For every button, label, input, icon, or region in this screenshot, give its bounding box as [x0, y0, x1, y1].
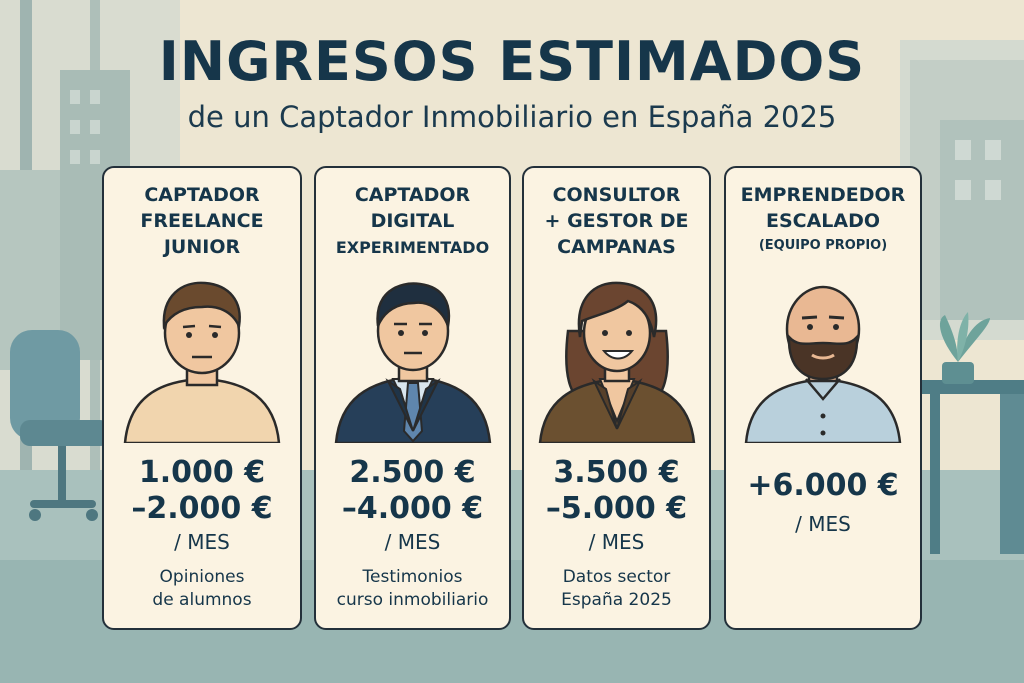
source-note: Datos sector España 2025 [524, 566, 709, 612]
card-title-sub: (EQUIPO PROPIO) [758, 238, 888, 253]
income-max: –5.000 € [545, 491, 688, 526]
source-note: Testimonios curso inmobiliario [316, 566, 509, 612]
income-period: / MES [795, 512, 851, 536]
income-min: +6.000 € [747, 468, 899, 503]
card-title-line: EXPERIMENTADO [335, 238, 490, 257]
income-min: 2.500 € [349, 455, 476, 490]
card-title: CONSULTOR + GESTOR DE CAMPANAS [528, 182, 705, 260]
card-title-line: + GESTOR DE [544, 210, 689, 232]
card-title-line: CAPTADOR [144, 184, 260, 206]
income-max: –4.000 € [341, 491, 484, 526]
card-title: EMPRENDEDOR ESCALADO (EQUIPO PROPIO) [730, 182, 916, 258]
source-note-line: Testimonios [362, 567, 463, 587]
income-range: 3.500 € –5.000 € [524, 455, 709, 527]
income-card-digital-experimentado: CAPTADOR DIGITAL EXPERIMENTADO 2.500 € –… [314, 166, 511, 630]
source-note-line: Opiniones [159, 567, 245, 587]
man-suit-tie-icon [334, 282, 491, 443]
income-max: –2.000 € [131, 491, 273, 526]
source-note: Opiniones de alumnos [104, 566, 300, 612]
source-note-line: España 2025 [561, 590, 672, 610]
income-period: / MES [588, 530, 645, 554]
card-title-line: CAPTADOR [354, 184, 471, 206]
income-range: +6.000 € [726, 468, 920, 504]
income-card-emprendedor-escalado: EMPRENDEDOR ESCALADO (EQUIPO PROPIO) +6.… [724, 166, 922, 630]
page-subtitle: de un Captador Inmobiliario en España 20… [187, 100, 837, 134]
card-title-line: ESCALADO [765, 210, 881, 232]
bald-bearded-man-icon [744, 285, 902, 443]
card-title-line: CAMPANAS [557, 236, 676, 258]
card-title-line: CONSULTOR [552, 184, 681, 206]
card-title-line: FREELANCE [140, 210, 264, 232]
card-title-line: EMPRENDEDOR [740, 184, 906, 206]
young-man-beige-shirt-icon [123, 281, 281, 443]
page-title: INGRESOS ESTIMADOS [158, 30, 866, 93]
card-title: CAPTADOR FREELANCE JUNIOR [108, 182, 296, 260]
card-title-line: DIGITAL [370, 210, 455, 232]
source-note-line: curso inmobiliario [336, 590, 489, 610]
income-card-freelance-junior: CAPTADOR FREELANCE JUNIOR 1.000 € –2.000… [102, 166, 302, 630]
income-range: 2.500 € –4.000 € [316, 455, 509, 527]
source-note-line: de alumnos [152, 590, 252, 610]
income-card-consultor-gestor: CONSULTOR + GESTOR DE CAMPANAS 3.500 € –… [522, 166, 711, 630]
income-min: 1.000 € [138, 455, 266, 490]
card-title-line: JUNIOR [163, 236, 241, 258]
income-period: / MES [174, 530, 230, 554]
income-period: / MES [384, 530, 441, 554]
income-min: 3.500 € [553, 455, 680, 490]
card-title: CAPTADOR DIGITAL EXPERIMENTADO [320, 182, 505, 261]
source-note-line: Datos sector [562, 567, 671, 587]
income-range: 1.000 € –2.000 € [104, 455, 300, 527]
woman-brown-blazer-icon [538, 281, 695, 443]
